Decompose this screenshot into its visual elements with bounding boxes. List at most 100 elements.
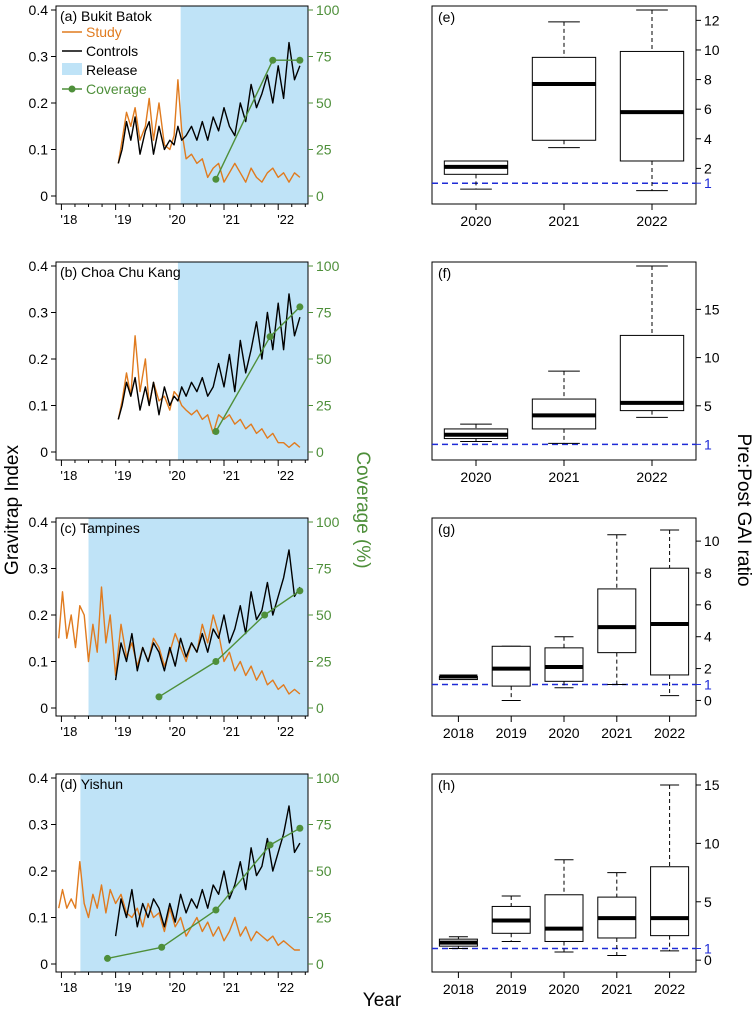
- y2-tick-label: 50: [316, 351, 332, 367]
- x-tick-label: '19: [115, 468, 132, 483]
- y-tick-label: 10: [704, 835, 720, 851]
- release-shading: [177, 262, 308, 460]
- y-tick-label: 8: [704, 72, 712, 88]
- y2-tick-label: 100: [316, 258, 340, 274]
- y2-tick-label: 100: [316, 770, 340, 786]
- box-2021: 2021: [597, 872, 637, 997]
- y-tick-label: 10: [704, 533, 720, 549]
- y-tick-label: 12: [704, 12, 720, 28]
- x-tick-label: '22: [277, 468, 294, 483]
- legend-controls-label: Controls: [86, 43, 138, 59]
- coverage-point: [296, 303, 304, 311]
- y-tick-label: 0.3: [29, 49, 49, 65]
- box-2020: 2020: [544, 636, 584, 741]
- coverage-point: [261, 611, 269, 619]
- y-tick-label: 5: [704, 894, 712, 910]
- coverage-point: [158, 943, 166, 951]
- coverage-point: [296, 824, 304, 832]
- x-tick-label: '20: [169, 980, 186, 995]
- y2-tick-label: 100: [316, 2, 340, 18]
- y-tick-label: 0: [40, 700, 48, 716]
- y2-tick-label: 75: [316, 817, 332, 833]
- panel-title: (a) Bukit Batok: [60, 8, 153, 24]
- box-2021: 2021: [597, 534, 637, 741]
- y2-tick-label: 25: [316, 654, 332, 670]
- line-panel-a: 0 0.1 0.2 0.3 0.4 0 25 50 75 100 '18 '19 '20 '21 '22 (a…: [29, 2, 340, 227]
- x-tick-label: '21: [223, 724, 240, 739]
- x-tick-label: 2021: [601, 725, 632, 741]
- y-tick-label: 0: [40, 956, 48, 972]
- study-series-line: [58, 861, 300, 951]
- ref-label: 1: [704, 940, 712, 956]
- y-tick-label: 0: [40, 444, 48, 460]
- x-tick-label: '19: [115, 212, 132, 227]
- x-tick-label: '18: [60, 724, 77, 739]
- iqr-box: [650, 567, 690, 676]
- iqr-box: [597, 588, 637, 654]
- panels-group: 00.10.20.30.40255075100'18'19'20'21'22(a…: [29, 2, 720, 997]
- y2-tick-label: 25: [316, 398, 332, 414]
- y-tick-label: 0.4: [29, 258, 49, 274]
- x-tick-label: 2020: [460, 213, 491, 229]
- x-tick-label: 2020: [460, 469, 491, 485]
- y2-tick-label: 0: [316, 444, 324, 460]
- x-tick-label: '19: [115, 724, 132, 739]
- iqr-box: [491, 645, 531, 687]
- y2-tick-label: 50: [316, 607, 332, 623]
- y2-tick-label: 75: [316, 305, 332, 321]
- controls-series-line: [117, 293, 301, 420]
- ref-label: 1: [704, 436, 712, 452]
- x-tick-label: 2018: [443, 725, 474, 741]
- y-tick-label: 0.4: [29, 514, 49, 530]
- y-tick-label: 4: [704, 131, 712, 147]
- box-2022: 2022: [619, 265, 685, 485]
- study-series-line: [117, 79, 301, 183]
- iqr-box: [544, 894, 584, 942]
- box-panel-h: 10 5 10 15 2018 2019 2020 2021 2022 (h): [431, 773, 720, 997]
- x-tick-label: '22: [277, 212, 294, 227]
- line-panel-d: 0 0.1 0.2 0.3 0.4 0 25 50 75 100 '18 '19 '20 '21 '22 (d…: [29, 770, 340, 995]
- y-tick-label: 0.3: [29, 817, 49, 833]
- y-tick-label: 0.2: [29, 863, 49, 879]
- controls-series-line: [117, 41, 301, 164]
- y-tick-label: 0: [704, 952, 712, 968]
- y2-tick-label: 25: [316, 910, 332, 926]
- box-2021: 2021: [531, 370, 597, 485]
- box-2020: 2020: [544, 859, 584, 997]
- iqr-box: [544, 647, 584, 682]
- y-tick-label: 10: [704, 42, 720, 58]
- box-2022: 2022: [619, 9, 685, 229]
- panel-title: (c) Tampines: [60, 520, 140, 536]
- panel-title: (g): [438, 521, 455, 537]
- y-left-label: Gravitrap Index: [2, 445, 23, 575]
- x-tick-label: '20: [169, 724, 186, 739]
- x-tick-label: '18: [60, 980, 77, 995]
- x-tick-label: 2022: [636, 213, 667, 229]
- coverage-point: [296, 56, 304, 64]
- box-2020: 2020: [443, 160, 509, 229]
- y-tick-label: 4: [704, 629, 712, 645]
- line-panel-c: 0 0.1 0.2 0.3 0.4 0 25 50 75 100 '18 '19 '20 '21 '22 (c…: [29, 514, 340, 739]
- y-tick-label: 2: [704, 160, 712, 176]
- y-tick-label: 0.3: [29, 561, 49, 577]
- x-tick-label: '18: [60, 212, 77, 227]
- box-y-label: Pre:Post GAI ratio: [733, 433, 754, 586]
- study-series-line: [58, 586, 301, 695]
- y-tick-label: 0.2: [29, 607, 49, 623]
- y-tick-label: 0.1: [29, 398, 49, 414]
- box-2019: 2019: [491, 645, 531, 741]
- iqr-box: [531, 56, 597, 141]
- x-tick-label: '20: [169, 468, 186, 483]
- y-tick-label: 2: [704, 661, 712, 677]
- legend-release-label: Release: [86, 62, 138, 78]
- y-tick-label: 6: [704, 101, 712, 117]
- box-panel-g: 10 2 4 6 8 10 2018 2019 2020 2021 2022 (g): [431, 517, 720, 741]
- x-tick-label: '22: [277, 980, 294, 995]
- legend-coverage-point: [68, 85, 76, 93]
- coverage-point: [269, 56, 277, 64]
- x-tick-label: 2020: [548, 725, 579, 741]
- y-tick-label: 0: [40, 188, 48, 204]
- y-tick-label: 15: [704, 777, 720, 793]
- plot-frame: [55, 261, 309, 461]
